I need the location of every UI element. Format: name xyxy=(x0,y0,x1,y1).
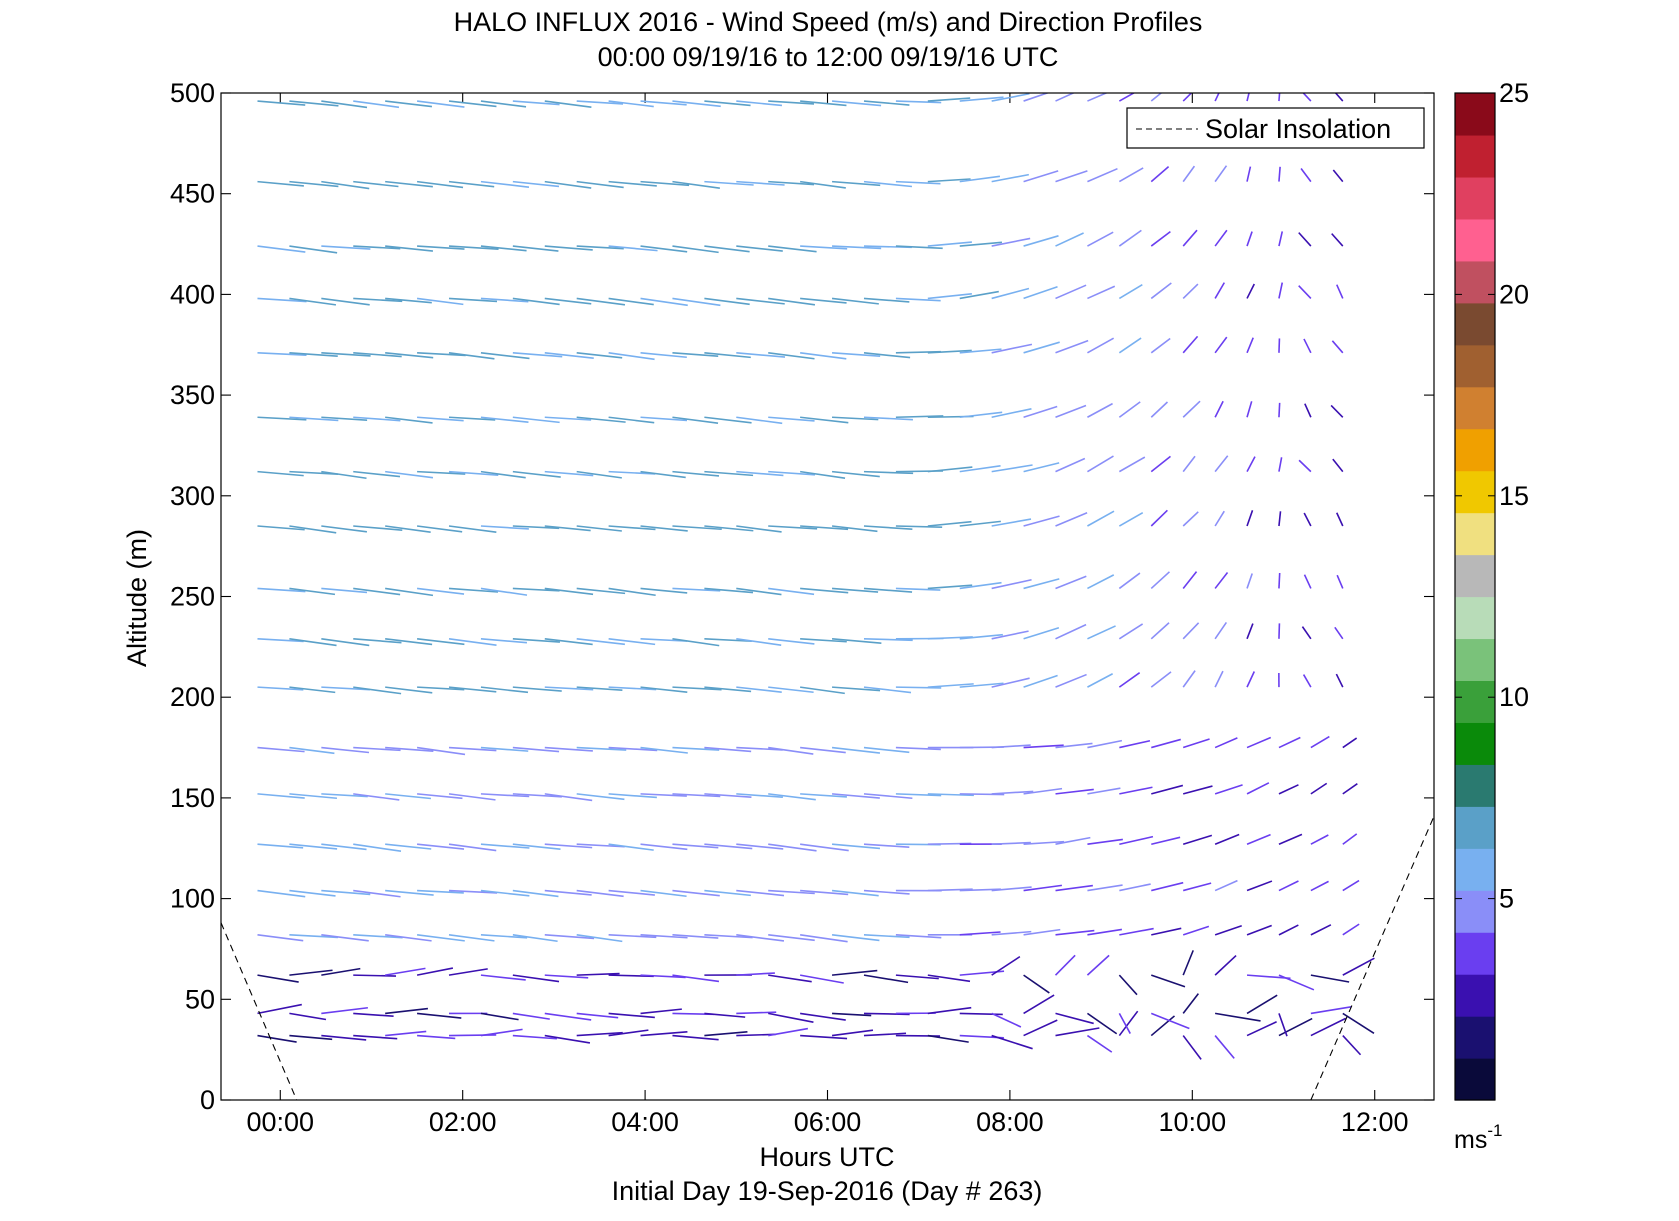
colorbar-segment xyxy=(1455,93,1495,136)
x-axis-sublabel: Initial Day 19-Sep-2016 (Day # 263) xyxy=(612,1176,1043,1206)
wind-vector xyxy=(353,975,396,976)
wind-vector xyxy=(1279,403,1280,417)
colorbar-tick-label: 25 xyxy=(1499,78,1529,108)
colorbar-segment xyxy=(1455,135,1495,178)
y-tick-label: 200 xyxy=(170,682,215,712)
colorbar-segment xyxy=(1455,597,1495,640)
y-tick-label: 500 xyxy=(170,78,215,108)
x-tick-label: 10:00 xyxy=(1159,1107,1227,1137)
colorbar-segment xyxy=(1455,177,1495,220)
chart-title-line2: 00:00 09/19/16 to 12:00 09/19/16 UTC xyxy=(598,42,1059,72)
y-axis-label: Altitude (m) xyxy=(122,529,152,667)
wind-vector xyxy=(1279,573,1280,588)
x-tick-label: 12:00 xyxy=(1341,1107,1409,1137)
colorbar-segment xyxy=(1455,513,1495,556)
colorbar-segment xyxy=(1455,806,1495,849)
legend: Solar Insolation xyxy=(1127,108,1424,148)
colorbar-segment xyxy=(1455,429,1495,472)
colorbar-tick-label: 15 xyxy=(1499,481,1529,511)
colorbar-segment xyxy=(1455,932,1495,975)
colorbar-segment xyxy=(1455,345,1495,388)
x-tick-label: 08:00 xyxy=(976,1107,1044,1137)
chart-title-line1: HALO INFLUX 2016 - Wind Speed (m/s) and … xyxy=(454,7,1203,37)
colorbar-segment xyxy=(1455,890,1495,933)
colorbar-segment xyxy=(1455,303,1495,346)
colorbar-tick-label: 20 xyxy=(1499,279,1529,309)
colorbar-segment xyxy=(1455,471,1495,514)
y-tick-label: 250 xyxy=(170,582,215,612)
x-tick-label: 06:00 xyxy=(794,1107,862,1137)
y-tick-label: 0 xyxy=(200,1085,215,1115)
y-tick-label: 350 xyxy=(170,380,215,410)
colorbar-segment xyxy=(1455,555,1495,598)
x-tick-label: 02:00 xyxy=(429,1107,497,1137)
colorbar-segment xyxy=(1455,1058,1495,1101)
colorbar-tick-label: 5 xyxy=(1499,884,1514,914)
colorbar-tick-label: 10 xyxy=(1499,682,1529,712)
colorbar-segment xyxy=(1455,680,1495,723)
colorbar-unit-base: ms xyxy=(1454,1126,1487,1154)
colorbar-segment xyxy=(1455,261,1495,304)
colorbar-segment xyxy=(1455,638,1495,681)
y-tick-label: 50 xyxy=(185,984,215,1014)
x-tick-label: 04:00 xyxy=(611,1107,679,1137)
colorbar-segment xyxy=(1455,722,1495,765)
wind-vector xyxy=(960,1013,1003,1014)
colorbar-segment xyxy=(1455,387,1495,430)
y-tick-label: 450 xyxy=(170,179,215,209)
y-tick-label: 300 xyxy=(170,481,215,511)
legend-label-solar-insolation: Solar Insolation xyxy=(1205,114,1391,144)
y-tick-label: 400 xyxy=(170,279,215,309)
y-tick-label: 150 xyxy=(170,783,215,813)
colorbar-segment xyxy=(1455,1016,1495,1059)
colorbar-unit-exponent: -1 xyxy=(1487,1121,1502,1140)
colorbar-segment xyxy=(1455,219,1495,262)
colorbar xyxy=(1455,93,1495,1101)
colorbar-segment xyxy=(1455,974,1495,1017)
x-axis-label: Hours UTC xyxy=(759,1142,894,1172)
x-tick-label: 00:00 xyxy=(246,1107,314,1137)
y-tick-label: 100 xyxy=(170,884,215,914)
colorbar-segment xyxy=(1455,764,1495,807)
colorbar-segment xyxy=(1455,848,1495,891)
